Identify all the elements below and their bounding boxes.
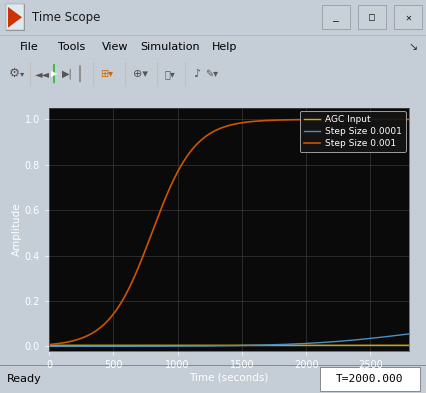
FancyBboxPatch shape [394, 5, 422, 29]
AGC Input [184, 343, 190, 348]
Text: _: _ [333, 12, 339, 22]
Step Size 0.0001 [87, 344, 92, 349]
Step Size 0.0001 [406, 332, 412, 336]
FancyBboxPatch shape [320, 367, 420, 391]
Polygon shape [6, 4, 24, 30]
Text: View: View [102, 42, 129, 52]
Text: Help: Help [212, 42, 237, 52]
Text: ✎▾: ✎▾ [205, 69, 219, 79]
Text: Simulation: Simulation [140, 42, 200, 52]
Text: ▾: ▾ [20, 69, 24, 78]
FancyBboxPatch shape [358, 5, 386, 29]
AGC Input [399, 343, 404, 348]
Y-axis label: Amplitude: Amplitude [12, 203, 22, 256]
Circle shape [54, 64, 55, 83]
FancyBboxPatch shape [6, 4, 24, 30]
Step Size 0.001 [46, 342, 52, 347]
AGC Input [200, 343, 205, 348]
Step Size 0.001 [200, 136, 205, 141]
Step Size 0.001 [109, 314, 114, 319]
Step Size 0.001 [184, 154, 190, 159]
Step Size 0.0001 [46, 344, 52, 349]
Text: ⊕▾: ⊕▾ [132, 69, 147, 79]
Step Size 0.0001 [200, 343, 205, 348]
AGC Input [46, 343, 52, 348]
X-axis label: Time (seconds): Time (seconds) [189, 373, 269, 383]
AGC Input [87, 343, 92, 348]
Text: T=2000.000: T=2000.000 [336, 374, 404, 384]
Step Size 0.001 [406, 117, 412, 122]
Text: ↘: ↘ [409, 42, 418, 52]
Text: ⧉▾: ⧉▾ [164, 69, 176, 79]
Polygon shape [8, 7, 22, 28]
AGC Input [360, 343, 366, 348]
Text: ▶|: ▶| [62, 68, 72, 79]
AGC Input [406, 343, 412, 348]
AGC Input [109, 343, 114, 348]
Text: ✕: ✕ [405, 12, 411, 22]
Legend: AGC Input, Step Size 0.0001, Step Size 0.001: AGC Input, Step Size 0.0001, Step Size 0… [299, 111, 406, 152]
Step Size 0.0001 [109, 344, 114, 349]
Text: ▶: ▶ [51, 69, 57, 78]
Step Size 0.0001 [360, 337, 366, 342]
Step Size 0.0001 [399, 332, 404, 337]
Text: Time Scope: Time Scope [32, 11, 101, 24]
FancyBboxPatch shape [322, 5, 350, 29]
Step Size 0.001 [360, 117, 366, 122]
Text: ⚙: ⚙ [9, 67, 20, 80]
Text: ⊞▾: ⊞▾ [101, 69, 113, 79]
Line: Step Size 0.0001: Step Size 0.0001 [49, 334, 409, 346]
Step Size 0.001 [87, 332, 92, 337]
Text: ♪: ♪ [193, 69, 201, 79]
Step Size 0.0001 [184, 344, 190, 349]
Text: ◄◄: ◄◄ [35, 69, 49, 79]
Text: Tools: Tools [58, 42, 85, 52]
Step Size 0.001 [399, 117, 404, 122]
Text: Ready: Ready [7, 375, 42, 384]
Line: Step Size 0.001: Step Size 0.001 [49, 119, 409, 345]
Text: □: □ [369, 12, 375, 22]
Text: File: File [20, 42, 39, 52]
